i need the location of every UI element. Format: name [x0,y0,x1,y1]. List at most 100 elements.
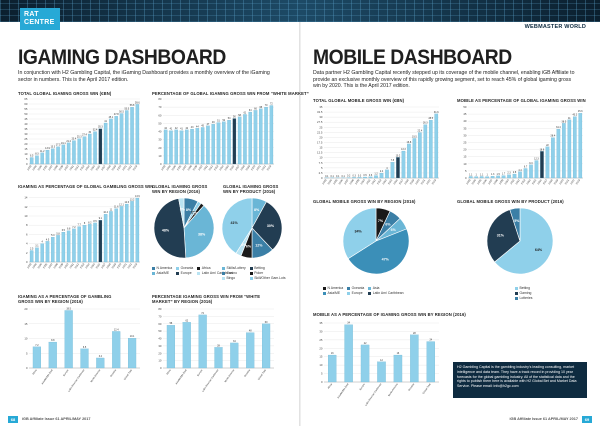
pie-legend: N America Oceania Asia Asia/ME Europe Latin A… [323,286,404,295]
legend-label: N America [156,266,173,270]
bar [246,332,255,369]
legend-item: Skills/Lottery [222,266,246,270]
bar [230,342,239,369]
x-tick-label: 2013 [520,178,527,185]
bar [352,177,356,179]
data-label: 45 [201,124,204,127]
data-label: 43 [191,126,194,129]
y-tick-label: 20 [158,351,162,355]
y-tick-label: 15 [319,355,323,359]
data-label: 45.6 [578,110,583,113]
y-tick-label: 15 [319,146,323,150]
data-label: 8.2 [88,221,92,224]
y-tick-label: 40 [24,122,28,126]
x-tick-label: 2007 [343,178,350,185]
bar [174,129,178,165]
chart-total-igaming: 051015202530354045505560656.520038.32004… [24,97,140,171]
bar [572,116,577,179]
y-tick-label: 0 [26,366,28,370]
slice-label: 6% [385,223,391,227]
legend-label: Europe [351,291,363,295]
x-tick-label: 2014 [218,164,225,171]
data-label: 5.4 [51,234,55,237]
pie-slice [347,228,410,275]
x-tick-label: 2022 [425,178,432,185]
legend-label: Latin Am/ Caribbean [372,291,404,295]
y-tick-label: 12.5 [317,151,323,155]
legend-label: Asia/ME [156,271,170,275]
y-tick-label: 80 [158,307,162,311]
data-label: 1 [486,174,488,177]
data-label: 41 [180,128,183,131]
x-tick-label: 2003 [321,178,328,185]
data-label: 42 [175,127,178,130]
bar [407,143,411,179]
x-tick-label: Europe [63,368,70,377]
data-label: 48 [249,330,252,333]
x-tick-label: 2004 [165,164,172,171]
data-label: 31.6 [434,111,439,114]
y-tick-label: 5 [321,372,323,376]
legend-swatch [515,296,518,300]
bar [206,125,210,165]
data-label: 11 [110,208,113,211]
y-tick-label: 40 [158,337,162,341]
data-label: 0.6 [369,174,373,177]
data-label: 58 [238,114,241,117]
y-tick-label: 50 [463,105,467,109]
x-tick-label: 2017 [398,178,405,185]
data-label: 10.2 [396,154,401,157]
legend-swatch [249,271,253,275]
x-tick-label: 2019 [244,164,251,171]
legend-label: Skill/Other Gam.Lots [254,276,286,280]
x-tick-label: 2023 [430,178,437,185]
x-tick-label: Europe [197,368,204,377]
x-tick-label: 2020 [414,178,421,185]
bar [109,211,113,263]
slice-label: 48% [162,228,170,232]
x-tick-label: 2023 [266,164,273,171]
bar [496,175,500,179]
bar [66,230,71,263]
x-tick-label: 2016 [392,178,399,185]
bar [179,130,184,165]
bar [545,146,550,179]
y-tick-label: 35 [24,127,28,131]
x-tick-label: 2012 [73,164,80,171]
data-label: 3.4 [99,355,103,358]
data-label: 1.5 [496,173,500,176]
data-label: 1 [476,174,478,177]
bar [130,107,134,165]
slice-label: 47% [382,257,390,261]
data-label: 64 [249,109,252,112]
slice-label: 2% [193,212,199,216]
data-label: 12.3 [534,158,539,161]
bar [96,357,105,369]
bar [393,354,403,383]
data-label: 6.5 [83,346,87,349]
bar [377,361,386,383]
x-tick-label: 2011 [68,164,75,171]
y-tick-label: 65 [24,97,28,101]
pie-slice [183,205,215,259]
data-label: 47 [207,123,210,126]
y-tick-label: 10 [463,162,467,166]
legend-item: Poker [249,271,286,275]
slice-label: 38% [198,232,206,236]
data-label: 41 [568,117,571,120]
bar [35,247,39,263]
legend-item: Latin Am/ Caribbean [368,291,404,295]
bar [374,175,378,179]
data-label: 1.2 [374,173,378,176]
x-tick-label: 2008 [492,178,499,185]
chart-title: GLOBAL IGAMING GROSS WIN BY REGION (2016… [152,184,208,194]
x-tick-label: 2003 [160,164,167,171]
y-tick-label: 50 [158,329,162,333]
pie-legend: Skills/Lottery Betting Casino Poker Bingo Ski… [222,266,286,280]
y-tick-label: 10 [319,156,323,160]
legend-item: Skill/Other Gam.Lots [249,276,286,280]
data-label: 0.5 [363,174,367,177]
x-tick-label: 2009 [58,164,65,171]
x-tick-label: 2008 [186,164,193,171]
legend-swatch [515,286,518,290]
